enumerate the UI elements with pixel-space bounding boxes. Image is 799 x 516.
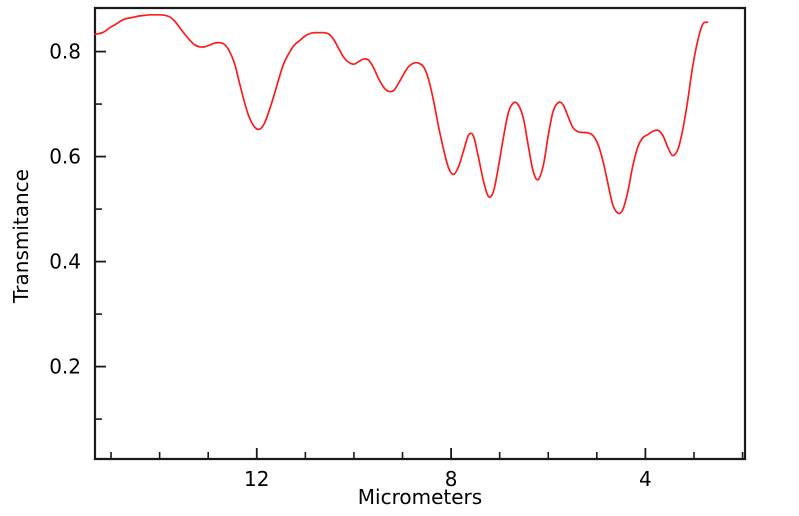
plot-frame <box>93 6 747 461</box>
y-tick-label: 0.2 <box>49 355 81 379</box>
y-tick-label: 0.6 <box>49 145 81 169</box>
y-axis-title: Transmitance <box>9 169 33 304</box>
x-axis-tick-labels: 12 8 4 <box>244 467 652 491</box>
y-axis-minor-ticks <box>95 103 102 420</box>
y-tick-label: 0.4 <box>49 250 81 274</box>
x-tick-label: 8 <box>445 467 458 491</box>
x-axis-major-ticks <box>255 448 647 459</box>
y-tick-label: 0.8 <box>49 40 81 64</box>
spectrum-line <box>94 13 709 215</box>
x-tick-label: 12 <box>244 467 269 491</box>
y-axis-major-ticks <box>95 50 106 368</box>
x-tick-label: 4 <box>639 467 652 491</box>
x-axis-title: Micrometers <box>358 485 482 509</box>
x-axis-minor-ticks <box>110 452 744 459</box>
y-axis-tick-labels: 0.2 0.4 0.6 0.8 <box>49 40 81 379</box>
